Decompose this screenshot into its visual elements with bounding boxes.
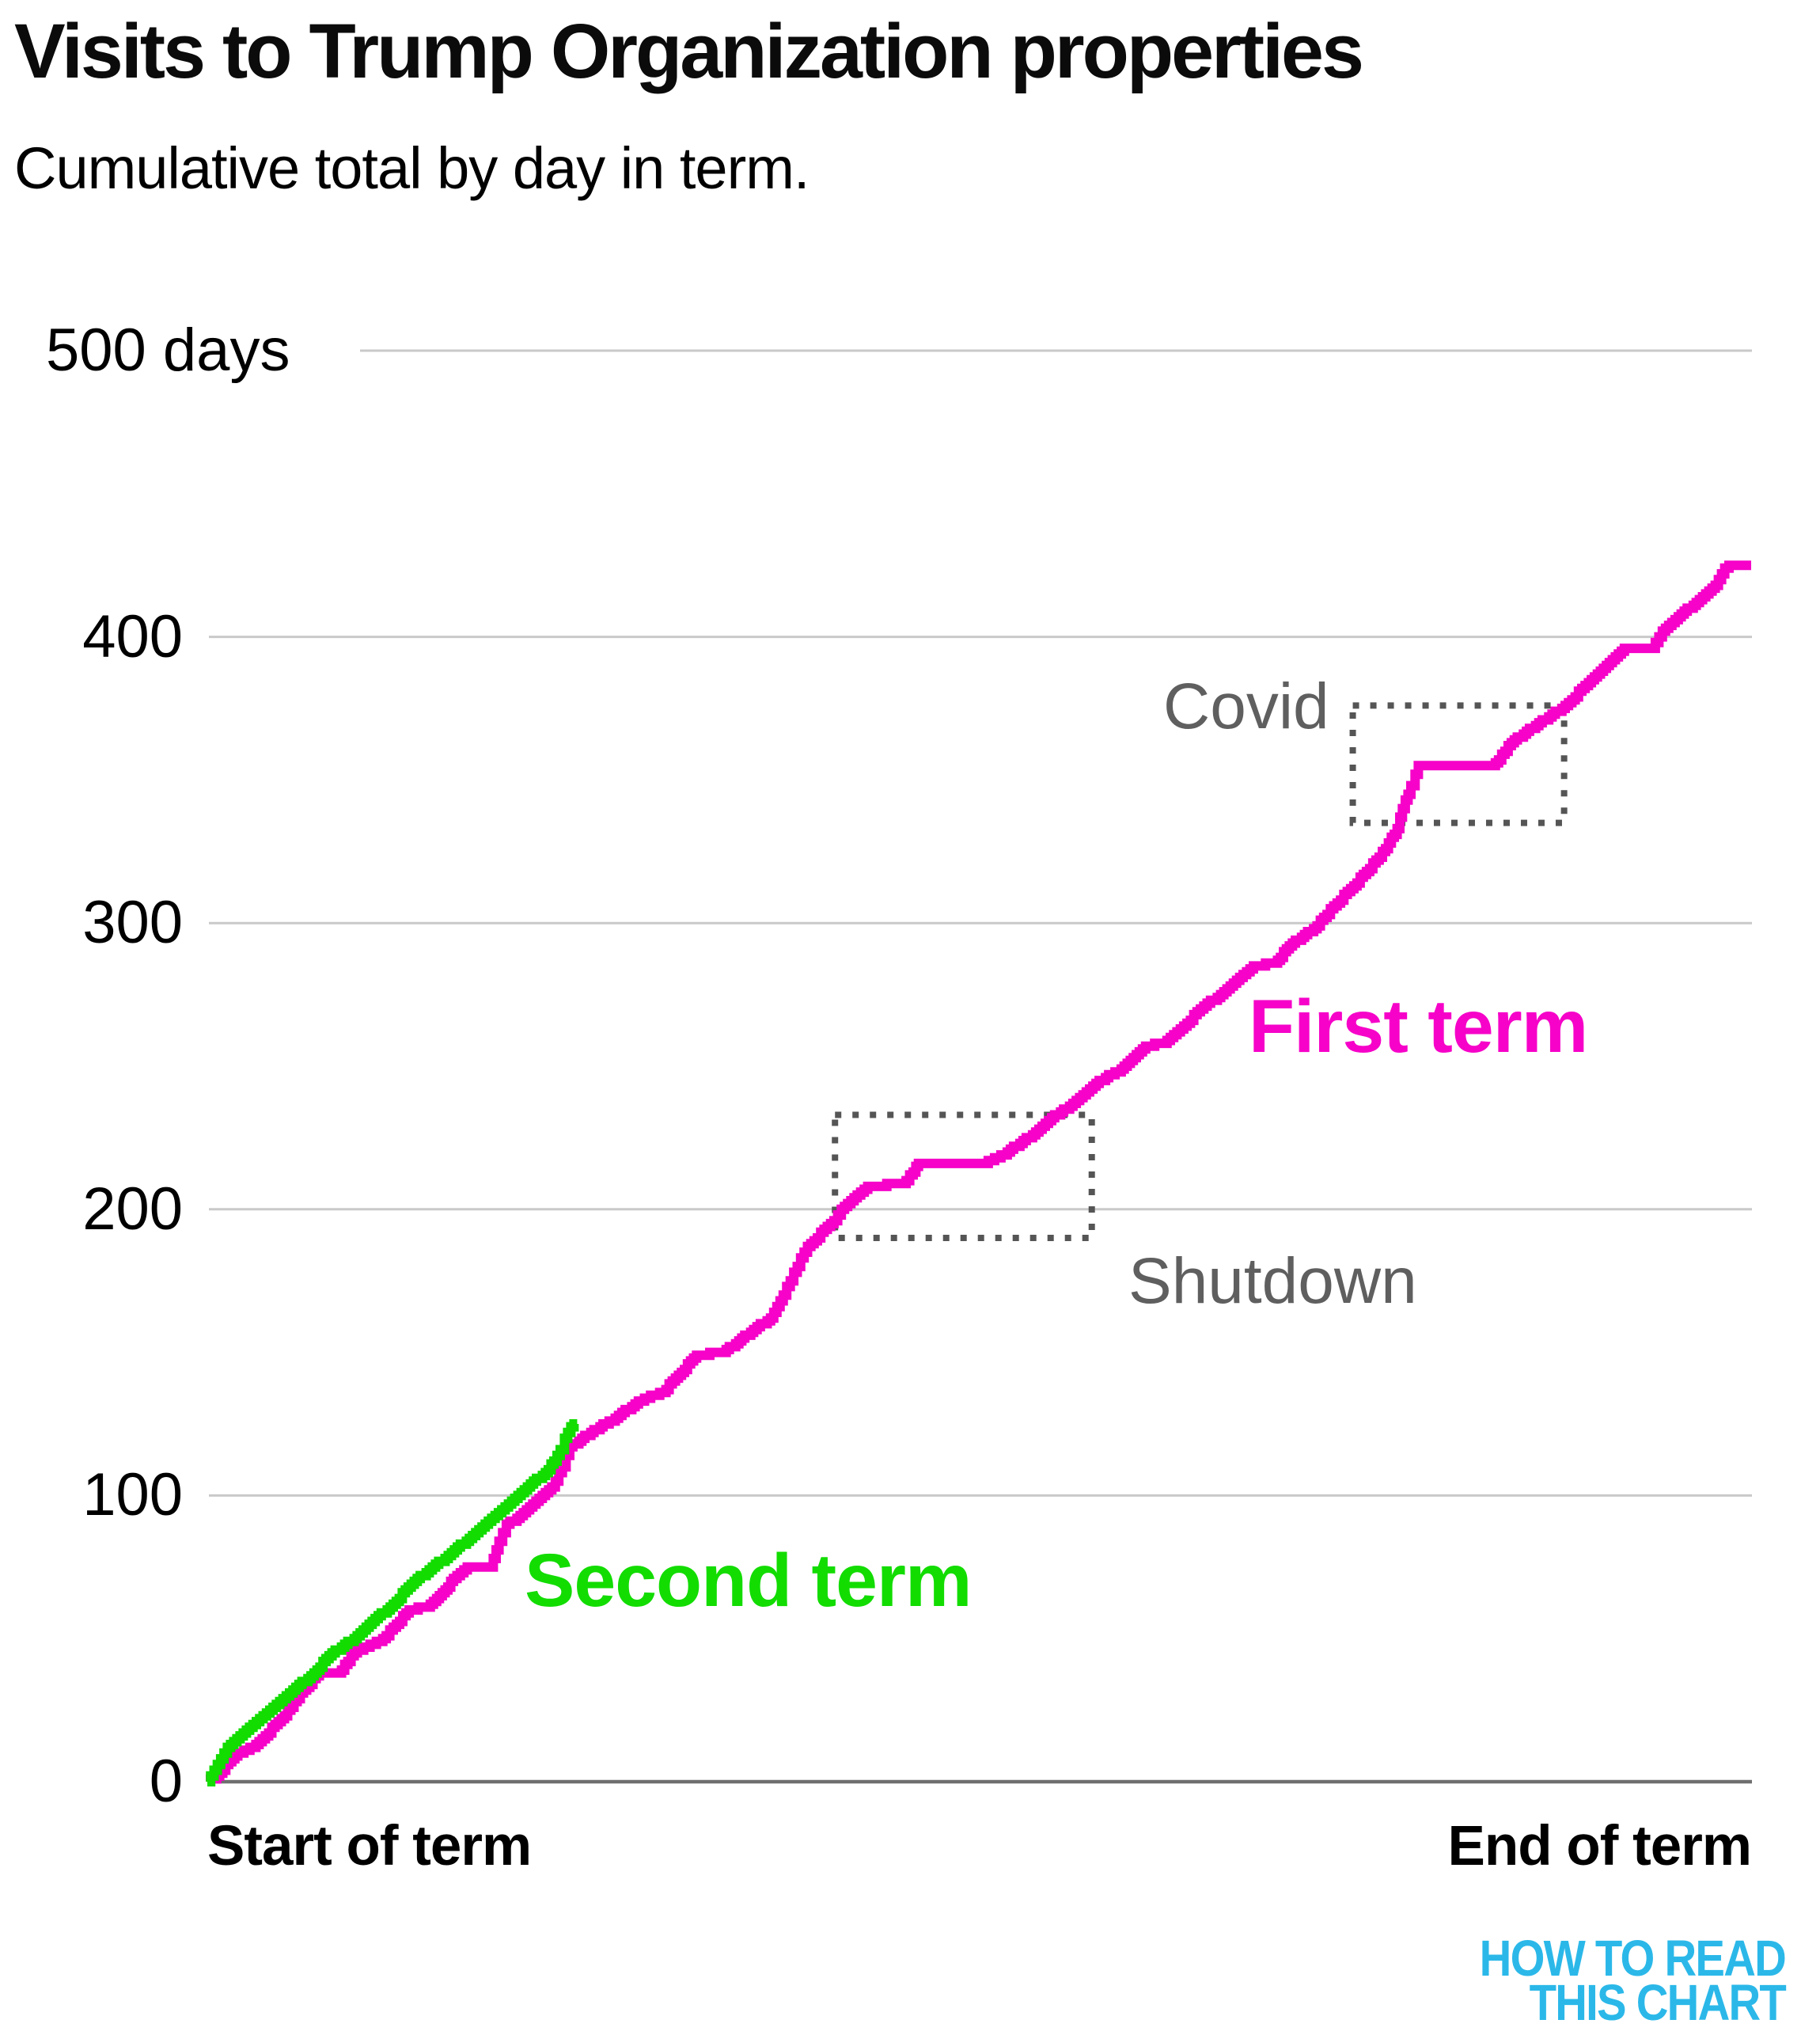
series-line-first-term <box>206 560 1751 1786</box>
series-line-second-term <box>206 1419 579 1786</box>
y-axis-label-100: 100 <box>82 1461 183 1529</box>
logo-line-1: HOW TO READ <box>1479 1930 1787 1987</box>
annotation-box-covid <box>1349 702 1568 826</box>
y-axis-label-0: 0 <box>149 1748 183 1815</box>
y-axis-label-500: 500 days <box>46 317 290 384</box>
y-axis-label-200: 200 <box>82 1175 183 1243</box>
annotation-shutdown: Shutdown <box>1128 1245 1417 1317</box>
annotation-covid: Covid <box>1163 670 1329 742</box>
y-axis-label-300: 300 <box>82 889 183 957</box>
logo-line-2: THIS CHART <box>1529 1974 1787 2031</box>
series-label-first-term: First term <box>1249 985 1588 1069</box>
x-axis-label-end: End of term <box>1447 1815 1752 1877</box>
series-label-second-term: Second term <box>525 1539 972 1623</box>
annotation-box-shutdown <box>832 1111 1095 1241</box>
y-axis-label-400: 400 <box>82 602 183 670</box>
page-subtitle: Cumulative total by day in term. <box>14 135 810 201</box>
page-title: Visits to Trump Organization properties <box>14 8 1364 94</box>
x-axis-label-start: Start of term <box>207 1815 532 1877</box>
how-to-read-this-chart-logo: HOW TO READ THIS CHART <box>1479 1930 1787 2031</box>
